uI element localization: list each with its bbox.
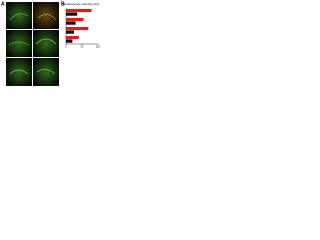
chart-title: Fluorescence intensity (AU) [63, 2, 100, 6]
image [6, 58, 32, 86]
micrographs [6, 2, 59, 86]
image [33, 2, 59, 29]
image [6, 30, 32, 57]
x-tick-label: 50 [81, 46, 84, 49]
bar [66, 17, 84, 22]
image [33, 58, 59, 86]
panel-label: B [61, 1, 65, 7]
bar [66, 39, 73, 43]
figure: A B Fluorescence intensity (AU) 0 50 100 [1, 1, 101, 86]
bar [66, 8, 92, 13]
image [33, 30, 59, 57]
panel-label: A [1, 1, 5, 7]
bar [66, 35, 79, 40]
bar [66, 21, 76, 25]
bar [66, 30, 74, 34]
bar [66, 26, 89, 31]
x-tick-label: 0 [65, 46, 67, 49]
image [6, 2, 32, 29]
x-tick-label: 100 [96, 46, 100, 49]
cell-outline [8, 13, 57, 75]
bar [66, 12, 78, 16]
